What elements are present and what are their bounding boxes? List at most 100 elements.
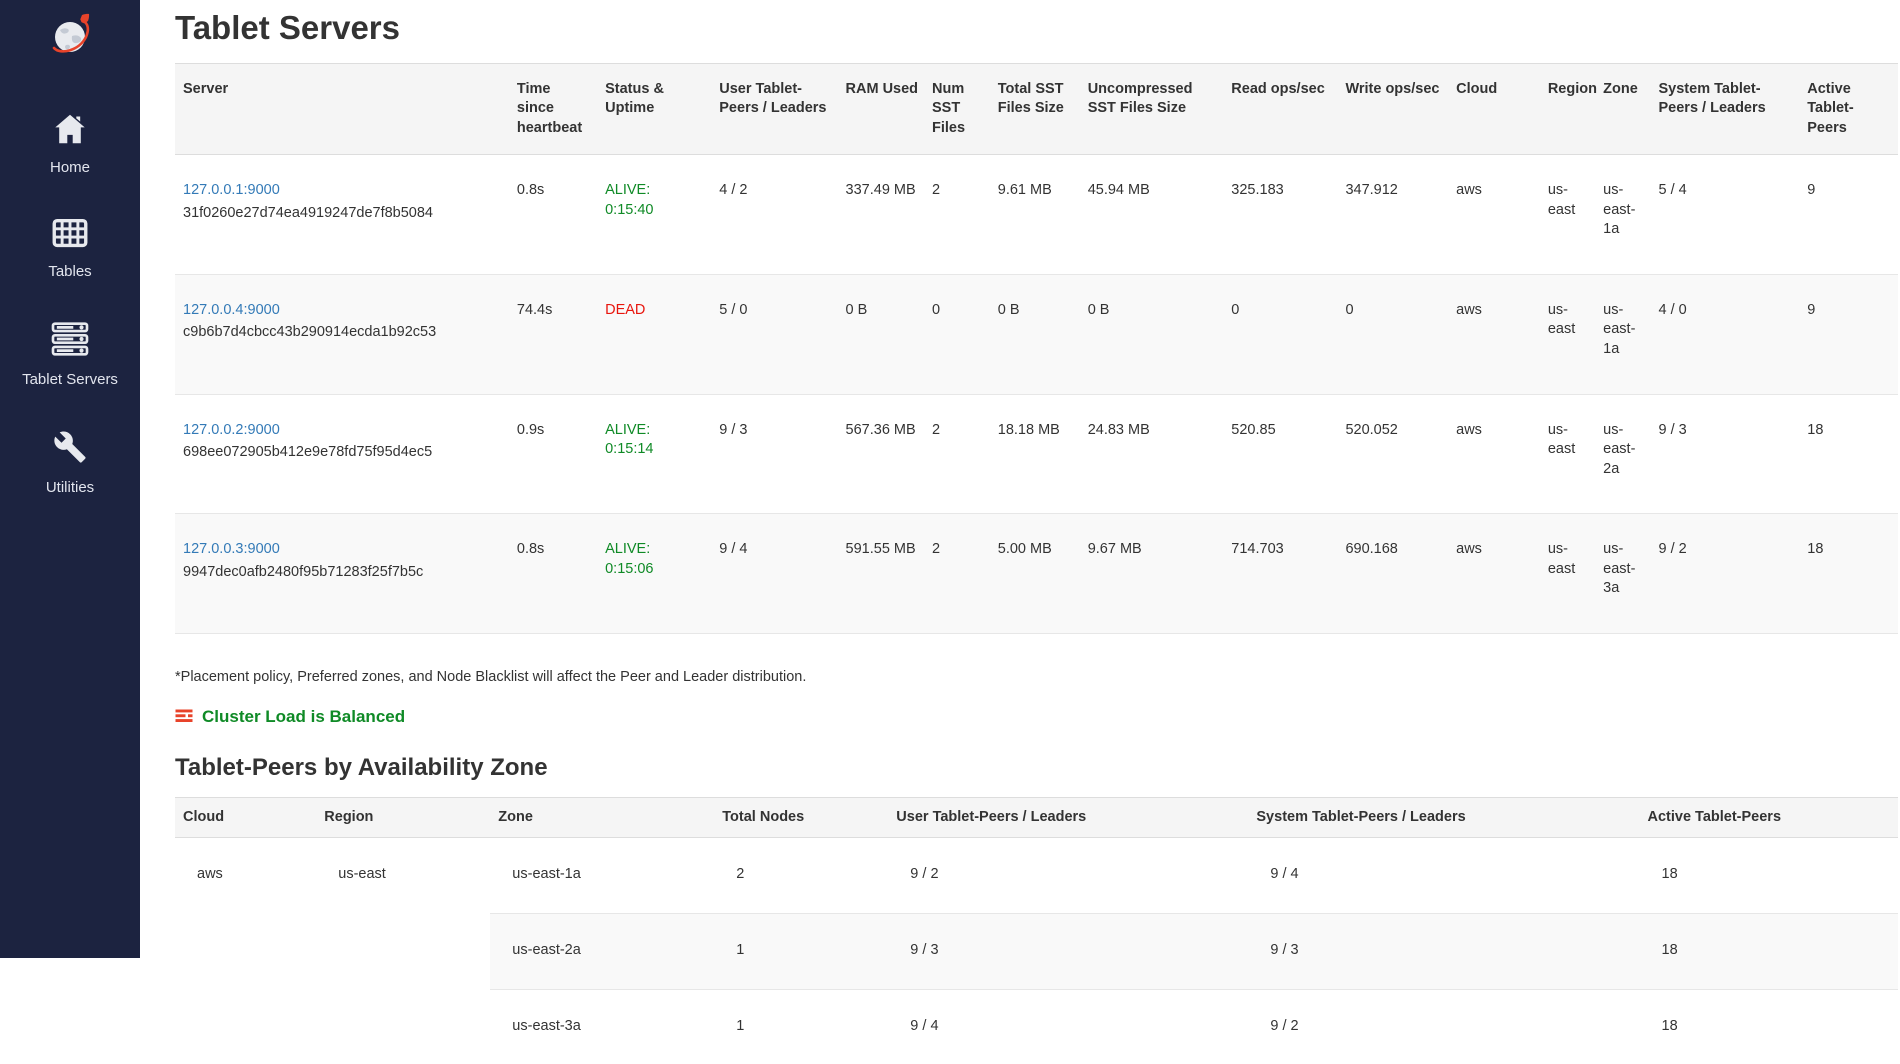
az-row: aws us-east us-east-1a 2 9 / 2 9 / 4 18 — [175, 837, 1898, 1064]
cell-user-peers: 9 / 4 — [888, 988, 1249, 1064]
cell-zone: us-east-2a — [1595, 393, 1651, 514]
cell-total-nodes: 1 — [714, 913, 889, 990]
column-header-cloud: Cloud — [1448, 62, 1540, 156]
cell-system-peers: 9 / 2 — [1248, 988, 1640, 1064]
cell-user-peers: 9 / 3 — [888, 913, 1249, 990]
column-header-read-ops: Read ops/sec — [1223, 62, 1338, 156]
column-header-active-peers: Active Tablet-Peers — [1639, 796, 1898, 839]
column-header-total-nodes: Total Nodes — [714, 796, 889, 839]
column-header-region: Region — [316, 796, 491, 839]
cell-user-peers: 5 / 0 — [711, 273, 838, 395]
column-header-system-peers: System Tablet-Peers / Leaders — [1248, 796, 1640, 839]
status-label: ALIVE: — [605, 541, 651, 558]
cell-server: 127.0.0.1:9000 31f0260e27d74ea4919247de7… — [175, 154, 509, 275]
column-header-num-sst: Num SST Files — [924, 62, 990, 156]
cell-active-peers: 9 — [1799, 273, 1898, 395]
page-title: Tablet Servers — [175, 9, 401, 46]
cell-active-peers: 18 — [1799, 393, 1898, 514]
az-table: Cloud Region Zone Total Nodes User Table… — [175, 796, 1898, 1064]
sidebar-item-label: Home — [49, 159, 90, 177]
column-header-ram: RAM Used — [837, 62, 925, 156]
column-header-active-peers: Active Tablet-Peers — [1799, 62, 1898, 156]
cell-zone: us-east-3a — [1595, 513, 1651, 634]
sidebar-item-tablet-servers[interactable]: Tablet Servers — [22, 322, 118, 390]
sidebar-item-utilities[interactable]: Utilities — [46, 430, 94, 498]
cell-cloud: aws — [1448, 154, 1540, 275]
cell-active-peers: 18 — [1639, 988, 1898, 1064]
status-label: ALIVE: — [605, 182, 651, 199]
cell-user-peers: 9 / 3 — [711, 393, 838, 514]
cell-status: ALIVE: 0:15:40 — [597, 154, 712, 275]
cell-cloud: aws — [175, 837, 317, 1064]
cell-region: us-east — [1539, 154, 1596, 275]
server-link[interactable]: 127.0.0.2:9000 — [183, 421, 280, 438]
cell-ram: 337.49 MB — [837, 154, 925, 275]
cell-user-peers: 9 / 4 — [711, 513, 838, 634]
cell-total-sst: 18.18 MB — [989, 393, 1080, 514]
server-link[interactable]: 127.0.0.1:9000 — [183, 182, 280, 199]
server-row: 127.0.0.1:9000 31f0260e27d74ea4919247de7… — [175, 154, 1898, 275]
cell-zone: us-east-1a — [1595, 273, 1651, 395]
tablet-servers-icon — [51, 322, 89, 363]
uptime-label: 0:15:40 — [605, 201, 654, 218]
cell-status: ALIVE: 0:15:14 — [597, 393, 712, 514]
cell-ram: 0 B — [837, 273, 925, 395]
cell-cloud: aws — [1448, 393, 1540, 514]
cell-system-peers: 9 / 3 — [1248, 913, 1640, 990]
server-row: 127.0.0.3:9000 9947dec0afb2480f95b71283f… — [175, 513, 1898, 634]
server-uuid: 698ee072905b412e9e78fd75f95d4ec5 — [183, 444, 433, 461]
tablet-servers-table: Server Time since heartbeat Status & Upt… — [175, 62, 1898, 634]
cell-region: us-east — [316, 837, 491, 1064]
server-uuid: c9b6b7d4cbcc43b290914ecda1b92c53 — [183, 324, 437, 341]
tables-icon — [52, 218, 88, 255]
cell-ram: 567.36 MB — [837, 393, 925, 514]
cell-total-nodes: 1 — [714, 988, 889, 1064]
cell-cloud: aws — [1448, 513, 1540, 634]
az-header-row: Cloud Region Zone Total Nodes User Table… — [175, 796, 1898, 839]
column-header-uncompressed-sst: Uncompressed SST Files Size — [1079, 62, 1224, 156]
cluster-load-status: Cluster Load is Balanced — [175, 706, 1898, 729]
uptime-label: 0:15:06 — [605, 560, 654, 577]
cell-active-peers: 18 — [1639, 837, 1898, 914]
cell-uncompressed-sst: 24.83 MB — [1079, 393, 1224, 514]
cell-heartbeat: 0.8s — [508, 513, 598, 634]
status-label: DEAD — [605, 301, 646, 318]
column-header-cloud: Cloud — [175, 796, 317, 839]
server-link[interactable]: 127.0.0.3:9000 — [183, 541, 280, 558]
cell-zone: us-east-1a — [490, 837, 715, 914]
cell-region: us-east — [1539, 273, 1596, 395]
cell-heartbeat: 0.9s — [508, 393, 598, 514]
cell-zone: us-east-2a — [490, 913, 715, 990]
sidebar-item-tables[interactable]: Tables — [48, 218, 92, 282]
servers-header-row: Server Time since heartbeat Status & Upt… — [175, 62, 1898, 156]
cell-total-sst: 0 B — [989, 273, 1080, 395]
cell-num-sst: 2 — [924, 393, 990, 514]
cell-zone: us-east-3a — [490, 988, 715, 1064]
server-row: 127.0.0.2:9000 698ee072905b412e9e78fd75f… — [175, 393, 1898, 514]
home-icon — [52, 113, 88, 152]
column-header-write-ops: Write ops/sec — [1337, 62, 1449, 156]
status-label: ALIVE: — [605, 421, 651, 438]
sidebar-item-home[interactable]: Home — [50, 113, 90, 179]
cell-uncompressed-sst: 9.67 MB — [1079, 513, 1224, 634]
sidebar-item-label: Utilities — [45, 478, 95, 496]
column-header-server: Server — [175, 62, 509, 156]
cell-write-ops: 690.168 — [1337, 513, 1449, 634]
column-header-zone: Zone — [490, 796, 715, 839]
cell-heartbeat: 74.4s — [508, 273, 598, 395]
cell-write-ops: 347.912 — [1337, 154, 1449, 275]
placement-footnote: *Placement policy, Preferred zones, and … — [175, 668, 807, 685]
cell-system-peers: 4 / 0 — [1650, 273, 1800, 395]
app-logo-icon[interactable] — [46, 12, 94, 67]
cell-system-peers: 9 / 4 — [1248, 837, 1640, 914]
column-header-zone: Zone — [1595, 62, 1651, 156]
content-area: Tablet Servers Server Time since heartbe… — [140, 0, 1900, 1064]
cell-region: us-east — [1539, 393, 1596, 514]
server-uuid: 9947dec0afb2480f95b71283f25f7b5c — [183, 563, 424, 580]
server-link[interactable]: 127.0.0.4:9000 — [183, 301, 280, 318]
cell-read-ops: 520.85 — [1223, 393, 1338, 514]
cell-read-ops: 714.703 — [1223, 513, 1338, 634]
cell-system-peers: 5 / 4 — [1650, 154, 1800, 275]
cluster-load-icon — [175, 708, 193, 726]
cell-zone: us-east-1a — [1595, 154, 1651, 275]
